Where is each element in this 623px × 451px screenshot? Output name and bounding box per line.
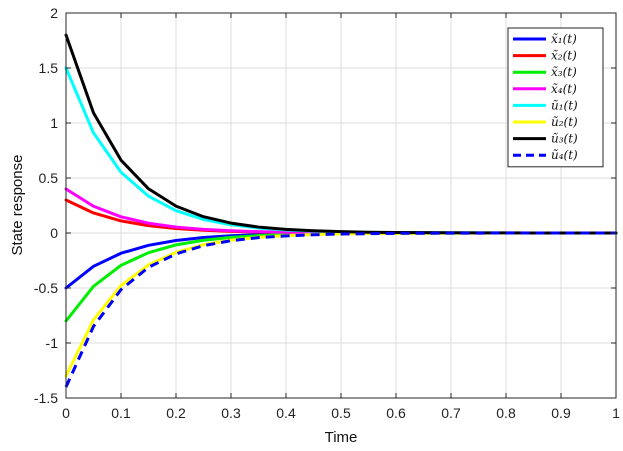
- legend-label: ũ₃(t): [551, 132, 578, 146]
- series-line-8: [64, 231, 616, 388]
- y-tick-label: 1.5: [39, 60, 59, 76]
- x-tick-label: 0.9: [551, 405, 571, 421]
- y-tick-label: -0.5: [34, 280, 58, 296]
- legend-label: x̃₁(t): [551, 32, 577, 46]
- x-axis-label: Time: [325, 429, 358, 446]
- y-tick-label: 0.5: [39, 170, 59, 186]
- series-layer: [64, 33, 618, 388]
- y-tick-label: 0: [50, 225, 58, 241]
- legend-box: [507, 27, 604, 168]
- x-tick-label: 0.6: [386, 405, 406, 421]
- y-tick-label: 1: [50, 115, 58, 131]
- x-tick-label: 1: [612, 405, 620, 421]
- y-tick-label: 2: [50, 5, 58, 21]
- legend-label: x̃₂(t): [551, 49, 577, 63]
- x-tick-label: 0: [62, 405, 70, 421]
- x-tick-label: 0.3: [221, 405, 241, 421]
- legend-label: x̃₃(t): [551, 65, 577, 79]
- x-tick-label: 0.8: [496, 405, 516, 421]
- x-tick-label: 0.2: [166, 405, 186, 421]
- legend-label: ũ₄(t): [551, 148, 578, 162]
- y-tick-label: -1.5: [34, 390, 58, 406]
- x-tick-label: 0.4: [276, 405, 296, 421]
- x-tick-label: 0.1: [111, 405, 131, 421]
- legend: x̃₁(t) x̃₂(t) x̃₃(t) x̃₄(t) ũ₁(t) ũ₂(t) ũ₃(t) ũ…: [507, 27, 604, 168]
- x-tick-label: 0.5: [331, 405, 351, 421]
- y-axis-label: State response: [9, 155, 26, 256]
- legend-label: ũ₂(t): [551, 115, 578, 129]
- x-tick-label: 0.7: [441, 405, 461, 421]
- legend-label: ũ₁(t): [551, 98, 578, 112]
- legend-label: x̃₄(t): [551, 82, 577, 96]
- ticks: 0 0.1 0.2 0.3 0.4 0.5 0.6 0.7 0.8 0.9 1 -1.5 -1 -0.5 0…: [34, 5, 620, 421]
- y-tick-label: -1: [46, 335, 59, 351]
